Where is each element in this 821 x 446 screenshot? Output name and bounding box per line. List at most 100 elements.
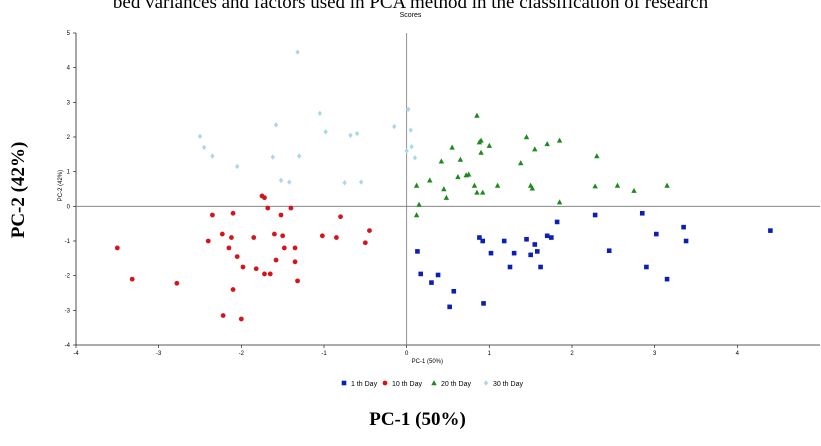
data-point-circle: [234, 254, 240, 259]
data-point-circle: [267, 271, 273, 277]
data-point-square: [451, 288, 457, 294]
data-point-circle: [230, 210, 236, 216]
data-point-circle: [229, 235, 234, 240]
data-point-circle: [281, 245, 287, 251]
data-point-square: [683, 238, 689, 244]
data-point-circle: [253, 266, 259, 272]
data-point-triangle: [465, 171, 472, 177]
data-point-circle: [210, 212, 215, 218]
data-point-diamond: [201, 144, 207, 151]
x-tick-label: -3: [156, 351, 162, 357]
data-point-circle: [338, 214, 343, 220]
legend: 1 th Day 10 th Day 20 th Day 30 th Day: [341, 380, 523, 388]
chart-title: Scores: [399, 12, 422, 19]
y-tick-label: -4: [65, 343, 71, 349]
data-point-square: [447, 304, 452, 310]
data-point-square: [511, 250, 517, 256]
data-point-circle: [230, 287, 236, 292]
data-point-triangle: [480, 189, 486, 195]
data-point-triangle: [631, 187, 637, 193]
legend-marker-circle: [382, 380, 388, 386]
data-point-square: [639, 210, 645, 216]
data-point-square: [429, 280, 434, 285]
data-point-circle: [220, 313, 226, 318]
legend-marker-square: [341, 380, 347, 386]
data-point-diamond: [270, 154, 275, 160]
data-point-square: [435, 272, 441, 278]
legend-marker-triangle: [431, 380, 437, 386]
y-tick-label: 1: [67, 170, 71, 176]
y-tick-label: -2: [65, 274, 71, 280]
y-axis-label: PC-2 (42%): [58, 170, 64, 201]
data-point-diamond: [295, 49, 300, 55]
data-point-square: [532, 242, 538, 247]
y-tick-label: 0: [67, 204, 71, 210]
data-point-triangle: [592, 183, 598, 189]
data-point-circle: [319, 233, 325, 239]
caption-text: bed variances and factors used in PCA me…: [112, 0, 709, 13]
data-point-triangle: [474, 189, 480, 195]
y-tick-label: -3: [65, 308, 71, 314]
series-square-group: [415, 210, 773, 310]
data-point-triangle: [441, 186, 447, 192]
data-point-circle: [238, 316, 244, 322]
data-point-diamond: [210, 153, 215, 159]
data-point-circle: [262, 271, 267, 277]
data-point-square: [524, 236, 529, 242]
x-tick-label: 2: [570, 351, 574, 357]
x-axis-title: PC-1 (50%): [369, 409, 466, 430]
data-point-diamond: [348, 132, 353, 138]
x-tick-label: 1: [488, 351, 492, 357]
data-point-triangle: [478, 149, 484, 155]
data-point-diamond: [235, 163, 240, 170]
marks-layer: [114, 49, 773, 322]
data-point-circle: [265, 205, 271, 211]
data-point-circle: [334, 235, 339, 240]
x-tick-label: -2: [239, 351, 245, 357]
data-point-triangle: [413, 182, 420, 188]
data-point-square: [549, 235, 554, 240]
data-point-square: [644, 264, 649, 270]
data-point-diamond: [409, 144, 414, 150]
data-point-square: [480, 238, 486, 244]
data-point-square: [415, 249, 420, 254]
data-point-square: [534, 249, 540, 254]
data-point-triangle: [486, 142, 493, 148]
data-point-square: [418, 271, 424, 277]
data-point-triangle: [413, 212, 420, 218]
data-point-triangle: [457, 156, 464, 162]
data-point-square: [507, 264, 513, 270]
data-point-circle: [367, 228, 372, 234]
y-tick-label: 2: [67, 135, 71, 141]
data-point-circle: [262, 195, 267, 201]
data-point-square: [488, 250, 494, 256]
data-point-circle: [288, 205, 294, 211]
data-point-diamond: [404, 148, 409, 154]
x-tick-label: 0: [405, 351, 409, 357]
data-point-triangle: [455, 173, 461, 180]
x-tick-label: 4: [736, 351, 740, 357]
data-point-square: [477, 235, 482, 240]
data-point-circle: [251, 235, 257, 240]
data-point-circle: [174, 280, 180, 286]
data-point-triangle: [471, 182, 478, 188]
y-tick-label: 4: [67, 66, 71, 72]
data-point-triangle: [474, 112, 480, 118]
data-point-triangle: [594, 153, 600, 159]
data-point-circle: [114, 245, 120, 251]
data-point-circle: [240, 264, 246, 270]
x-axis-label: PC-1 (50%): [412, 359, 443, 365]
data-point-square: [654, 231, 659, 237]
axes-layer: -4 -3 -2 -1 0 1 2 3 4 5 4 3 2 1 0 -1 -2 -3 -4 PC-1 (50%) PC-…: [58, 31, 820, 365]
data-point-square: [481, 301, 486, 306]
data-point-triangle: [494, 182, 501, 188]
data-point-circle: [362, 240, 368, 246]
data-point-triangle: [449, 144, 455, 150]
legend-label: 20 th Day: [441, 381, 471, 388]
data-point-triangle: [438, 158, 445, 164]
data-point-square: [544, 233, 550, 239]
series-circle-group: [114, 193, 372, 322]
y-tick-label: 3: [67, 100, 71, 106]
x-tick-label: -1: [321, 351, 327, 357]
data-point-square: [528, 252, 533, 258]
